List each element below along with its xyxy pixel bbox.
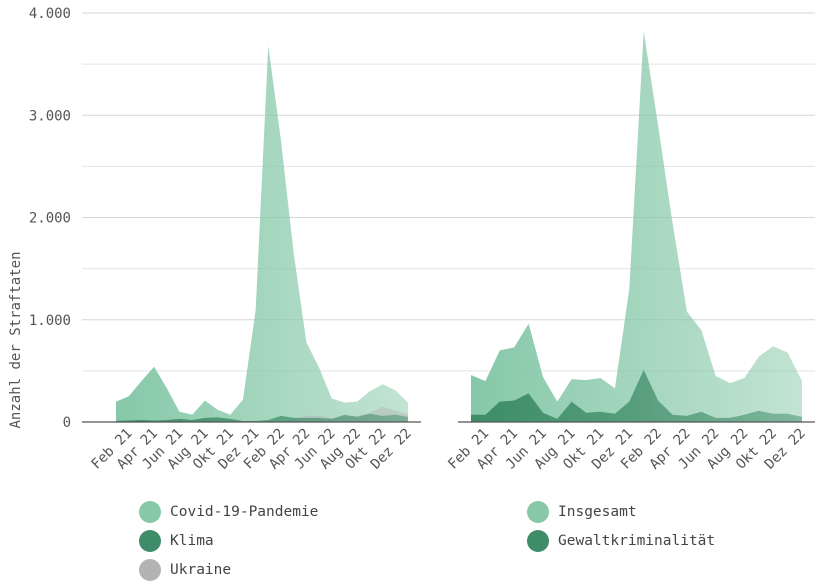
area-insgesamt xyxy=(471,31,802,423)
legend-label-covid: Covid-19-Pandemie xyxy=(170,503,319,520)
ytick-label-1: 1.000 xyxy=(29,313,71,329)
legend-item-gewalt: Gewaltkriminalität xyxy=(527,526,715,555)
legend-swatch-gewalt xyxy=(527,529,549,552)
area-covid-19-pandemie xyxy=(116,45,408,422)
legend-left: Covid-19-Pandemie Klima Ukraine xyxy=(139,497,318,584)
legend-item-klima: Klima xyxy=(139,526,318,555)
legend-label-gewalt: Gewaltkriminalität xyxy=(558,532,716,549)
legend-swatch-klima xyxy=(139,529,161,552)
ytick-label-0: 0 xyxy=(63,415,71,431)
ytick-label-3: 3.000 xyxy=(29,108,71,124)
legend-label-insgesamt: Insgesamt xyxy=(558,503,637,520)
legend-swatch-covid xyxy=(139,500,161,523)
legend-label-klima: Klima xyxy=(170,532,214,549)
y-axis-label: Anzahl der Straftaten xyxy=(8,251,24,428)
area-klima xyxy=(116,413,408,422)
ytick-label-2: 2.000 xyxy=(29,211,71,227)
legend-swatch-ukraine xyxy=(139,558,161,581)
legend-item-covid: Covid-19-Pandemie xyxy=(139,497,318,526)
legend-right: Insgesamt Gewaltkriminalität xyxy=(527,497,715,555)
legend-item-ukraine: Ukraine xyxy=(139,555,318,584)
legend-swatch-insgesamt xyxy=(527,500,549,523)
area-gewaltkriminalität xyxy=(471,369,802,422)
ytick-label-4: 4.000 xyxy=(29,6,71,22)
legend-item-insgesamt: Insgesamt xyxy=(527,497,715,526)
legend-label-ukraine: Ukraine xyxy=(170,561,232,578)
